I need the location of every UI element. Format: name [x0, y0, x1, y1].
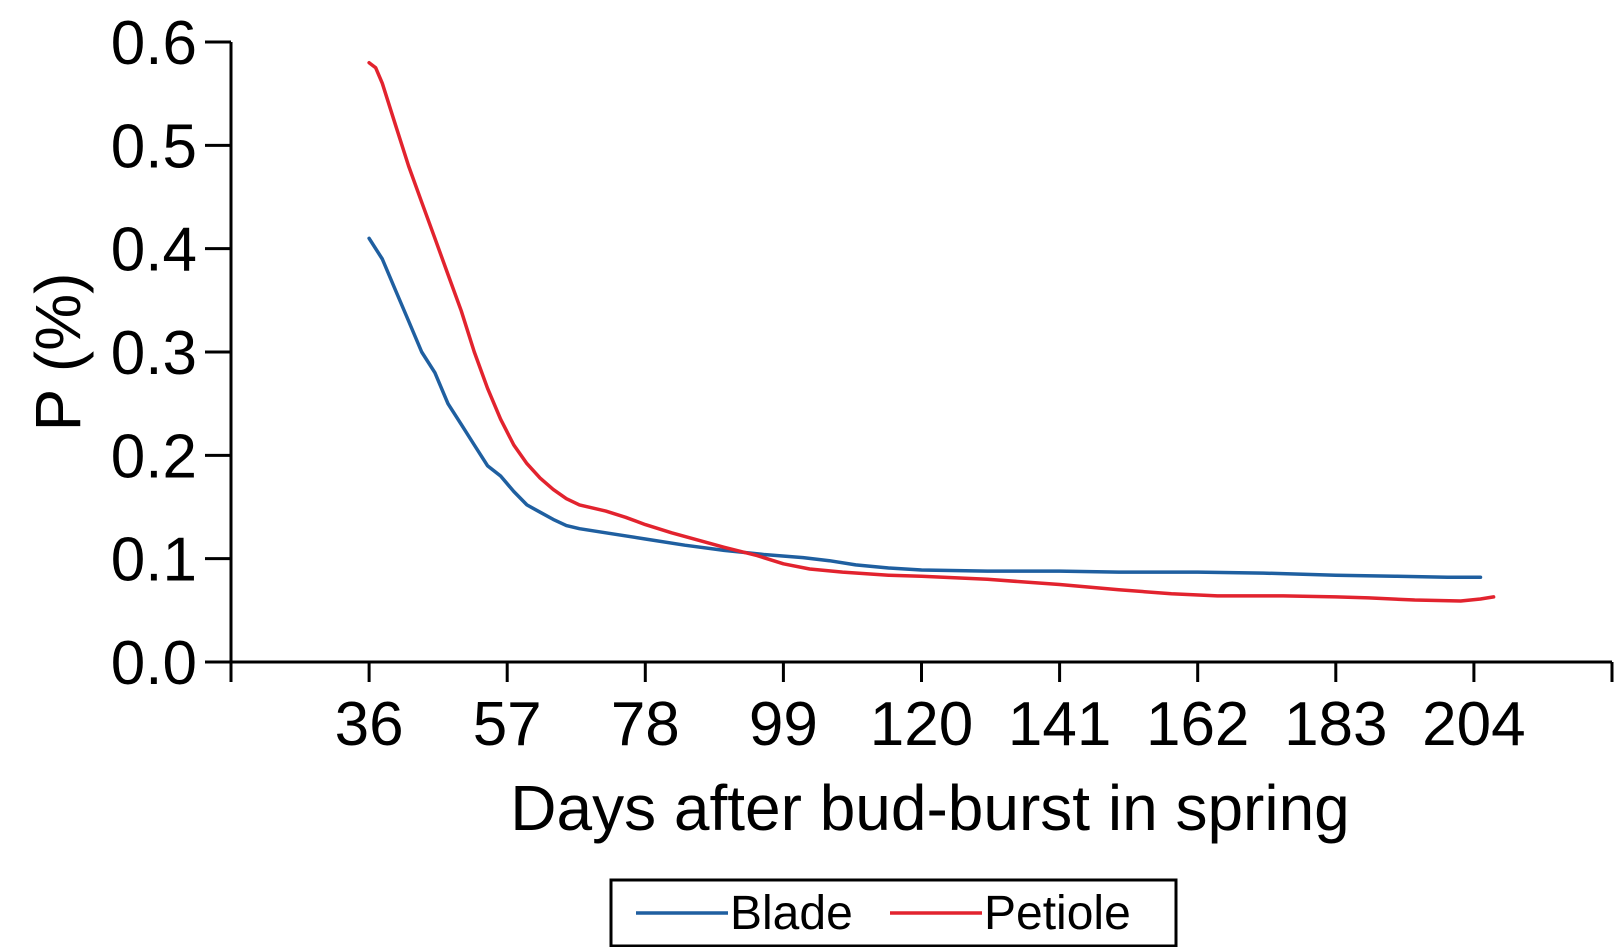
legend: Blade Petiole [609, 878, 1178, 947]
x-tick-label: 78 [611, 690, 680, 759]
x-tick-label: 36 [335, 690, 404, 759]
x-tick-label: 141 [1008, 690, 1111, 759]
y-tick-label: 0.2 [111, 422, 197, 491]
y-tick-label: 0.0 [111, 629, 197, 698]
series-line-blade [367, 236, 1483, 580]
y-tick-label: 0.3 [111, 319, 197, 388]
x-tick-label: 120 [870, 690, 973, 759]
x-tick-label: 204 [1422, 690, 1525, 759]
series-line-petiole [367, 60, 1496, 603]
x-tick-label: 99 [749, 690, 818, 759]
y-tick-label: 0.6 [111, 9, 197, 78]
x-tick-label: 162 [1146, 690, 1249, 759]
legend-label-petiole: Petiole [984, 887, 1131, 940]
series-layer [367, 60, 1496, 603]
y-tick-label: 0.1 [111, 526, 197, 595]
x-tick-label: 57 [473, 690, 542, 759]
y-axis-title: P (%) [22, 273, 94, 432]
y-tick-label: 0.5 [111, 112, 197, 181]
x-tick-label: 183 [1284, 690, 1387, 759]
y-tick-label: 0.4 [111, 216, 197, 285]
y-axis: 0.0 0.1 0.2 0.3 0.4 0.5 0.6 [111, 9, 233, 698]
x-axis: 36 57 78 99 120 141 162 183 204 [229, 660, 1614, 759]
x-axis-title: Days after bud-burst in spring [510, 772, 1350, 844]
legend-label-blade: Blade [730, 887, 853, 940]
